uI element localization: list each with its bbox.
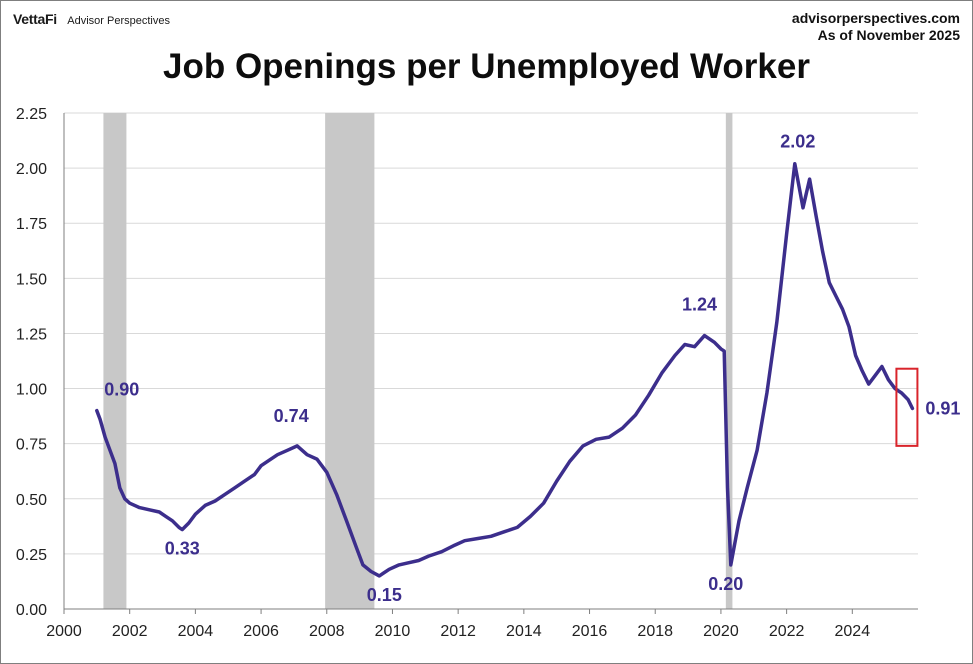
x-tick-label: 2004 — [178, 623, 214, 640]
recession-band — [103, 113, 127, 609]
data-label: 0.90 — [104, 380, 139, 400]
data-label: 1.24 — [682, 295, 717, 315]
x-tick-label: 2008 — [309, 623, 345, 640]
x-tick-label: 2000 — [46, 623, 82, 640]
as-of-date: As of November 2025 — [817, 27, 960, 43]
x-tick-label: 2002 — [112, 623, 148, 640]
latest-value-highlight-box — [895, 367, 919, 447]
y-tick-label: 0.50 — [16, 492, 47, 509]
data-label: 2.02 — [780, 132, 815, 152]
x-tick-label: 2024 — [835, 623, 871, 640]
chart-title: Job Openings per Unemployed Worker — [163, 47, 810, 86]
x-tick-label: 2016 — [572, 623, 608, 640]
x-tick-label: 2020 — [703, 623, 739, 640]
source-block: advisorperspectives.com As of November 2… — [792, 10, 960, 44]
y-tick-label: 2.25 — [16, 106, 47, 123]
x-tick-label: 2022 — [769, 623, 805, 640]
data-label: 0.33 — [165, 538, 200, 558]
series-line — [95, 161, 915, 578]
y-tick-label: 0.25 — [16, 547, 47, 564]
brand-block: VettaFi Advisor Perspectives — [13, 11, 170, 29]
y-tick-label: 2.00 — [16, 161, 47, 178]
source-url: advisorperspectives.com — [791, 10, 960, 26]
data-label: 0.20 — [708, 574, 743, 594]
x-tick-label: 2006 — [243, 623, 279, 640]
x-tick-label: 2010 — [375, 623, 411, 640]
x-tick-label: 2014 — [506, 623, 542, 640]
x-tick-label: 2012 — [440, 623, 476, 640]
y-tick-label: 1.75 — [16, 216, 47, 233]
brand-name: Advisor Perspectives — [67, 15, 170, 27]
data-label: 0.91 — [925, 398, 960, 418]
y-tick-label: 1.00 — [16, 382, 47, 399]
y-tick-label: 0.00 — [16, 602, 47, 619]
y-tick-label: 1.50 — [16, 271, 47, 288]
brand-logo: VettaFi — [13, 11, 57, 27]
recession-band — [725, 113, 733, 609]
data-label: 0.15 — [367, 585, 402, 605]
y-tick-label: 1.25 — [16, 326, 47, 343]
data-label: 0.74 — [274, 406, 309, 426]
y-tick-label: 0.75 — [16, 437, 47, 454]
x-tick-label: 2018 — [637, 623, 673, 640]
